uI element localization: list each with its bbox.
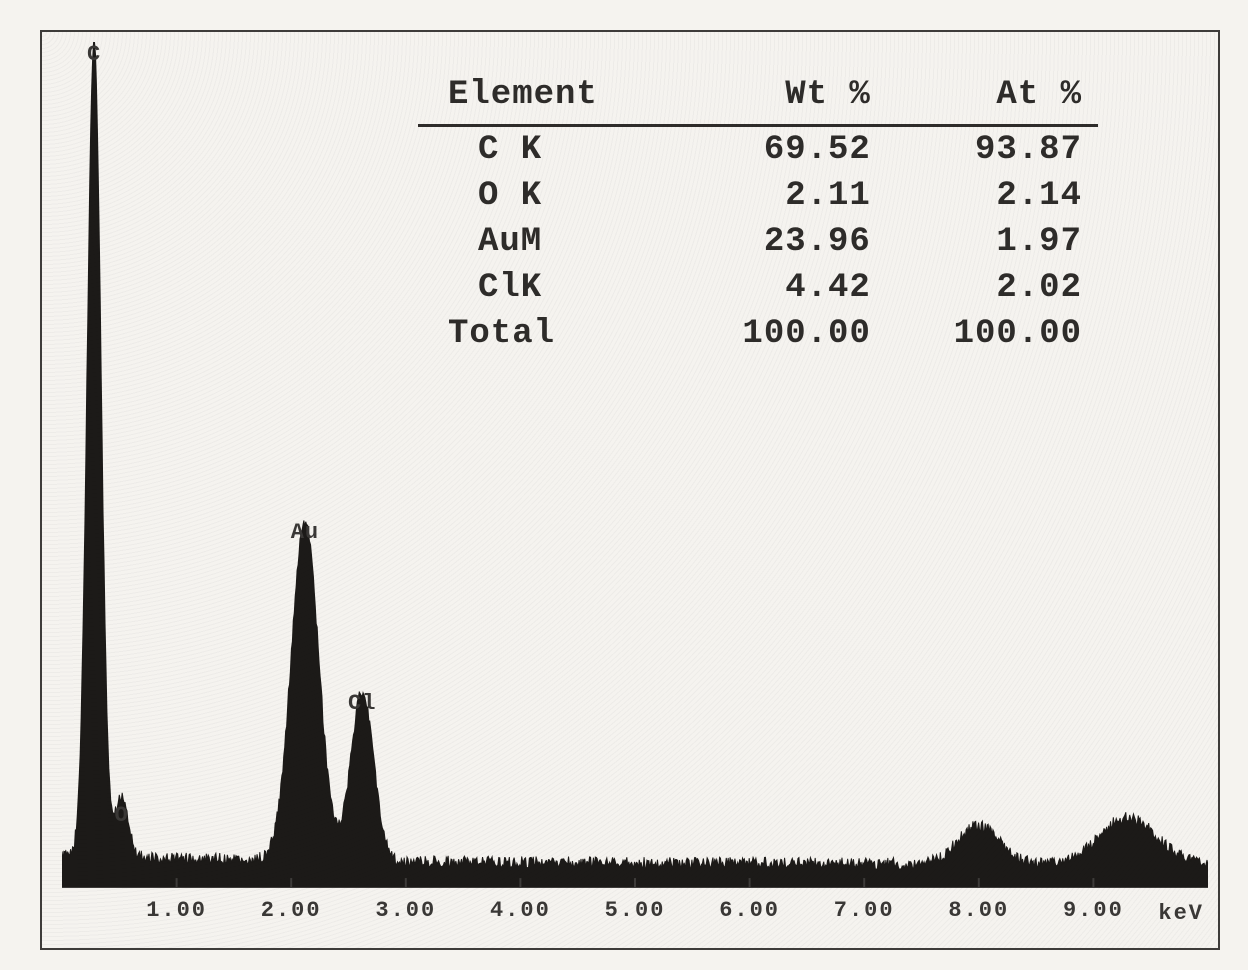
table-row: C K69.5293.87 [418, 126, 1098, 174]
cell-wt: 69.52 [676, 126, 887, 174]
peak-label-o: O [114, 803, 128, 828]
x-axis-ticks: 1.00 2.00 3.00 4.00 5.00 6.00 7.00 8.00 9.00 [62, 898, 1208, 928]
x-tick-label: 9.00 [1063, 898, 1124, 923]
table-row: O K2.112.14 [418, 173, 1098, 219]
cell-wt: 23.96 [676, 219, 887, 265]
cell-at: 93.87 [887, 126, 1098, 174]
cell-element: AuM [418, 219, 676, 265]
table-row-total: Total100.00100.00 [418, 311, 1098, 357]
cell-element: ClK [418, 265, 676, 311]
cell-at: 2.02 [887, 265, 1098, 311]
x-tick-label: 3.00 [375, 898, 436, 923]
table-header-row: Element Wt % At % [418, 72, 1098, 126]
col-header-wt: Wt % [676, 72, 887, 126]
x-tick-label: 4.00 [490, 898, 551, 923]
cell-element: C K [418, 126, 676, 174]
composition-table: Element Wt % At % C K69.5293.87O K2.112.… [418, 72, 1098, 357]
x-tick-label: 6.00 [719, 898, 780, 923]
x-tick-label: 7.00 [834, 898, 895, 923]
col-header-at: At % [887, 72, 1098, 126]
peak-label-cl: Cl [348, 691, 376, 716]
table-row: ClK4.422.02 [418, 265, 1098, 311]
figure-outer: C O Au Cl 1.00 2.00 3.00 4.00 5.00 6.00 7.00 8.00 9… [0, 0, 1248, 970]
x-tick-label: 1.00 [146, 898, 207, 923]
cell-wt: 2.11 [676, 173, 887, 219]
cell-at: 1.97 [887, 219, 1098, 265]
cell-total-at: 100.00 [887, 311, 1098, 357]
col-header-element: Element [418, 72, 676, 126]
cell-at: 2.14 [887, 173, 1098, 219]
x-tick-label: 2.00 [261, 898, 322, 923]
x-tick-label: 5.00 [605, 898, 666, 923]
cell-total-label: Total [418, 311, 676, 357]
cell-wt: 4.42 [676, 265, 887, 311]
cell-total-wt: 100.00 [676, 311, 887, 357]
cell-element: O K [418, 173, 676, 219]
peak-label-au: Au [291, 520, 319, 545]
x-axis-label: keV [1158, 901, 1204, 926]
table-row: AuM23.961.97 [418, 219, 1098, 265]
x-tick-label: 8.00 [948, 898, 1009, 923]
peak-label-c: C [87, 42, 101, 67]
plot-frame: C O Au Cl 1.00 2.00 3.00 4.00 5.00 6.00 7.00 8.00 9… [40, 30, 1220, 950]
